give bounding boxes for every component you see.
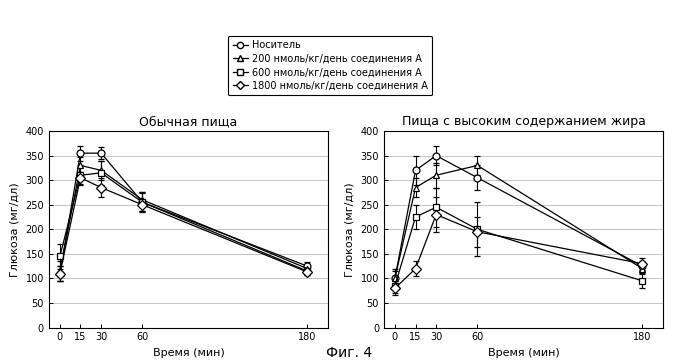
Legend: Носитель, 200 нмоль/кг/день соединения А, 600 нмоль/кг/день соединения А, 1800 н: Носитель, 200 нмоль/кг/день соединения А…	[228, 36, 432, 95]
Title: Пища с высоким содержанием жира: Пища с высоким содержанием жира	[401, 115, 646, 128]
X-axis label: Время (мин): Время (мин)	[153, 348, 224, 358]
Text: Фиг. 4: Фиг. 4	[326, 347, 372, 360]
Y-axis label: Глюкоза (мг/дл): Глюкоза (мг/дл)	[10, 182, 20, 277]
Y-axis label: Глюкоза (мг/дл): Глюкоза (мг/дл)	[345, 182, 355, 277]
X-axis label: Время (мин): Время (мин)	[488, 348, 559, 358]
Title: Обычная пища: Обычная пища	[140, 115, 237, 128]
